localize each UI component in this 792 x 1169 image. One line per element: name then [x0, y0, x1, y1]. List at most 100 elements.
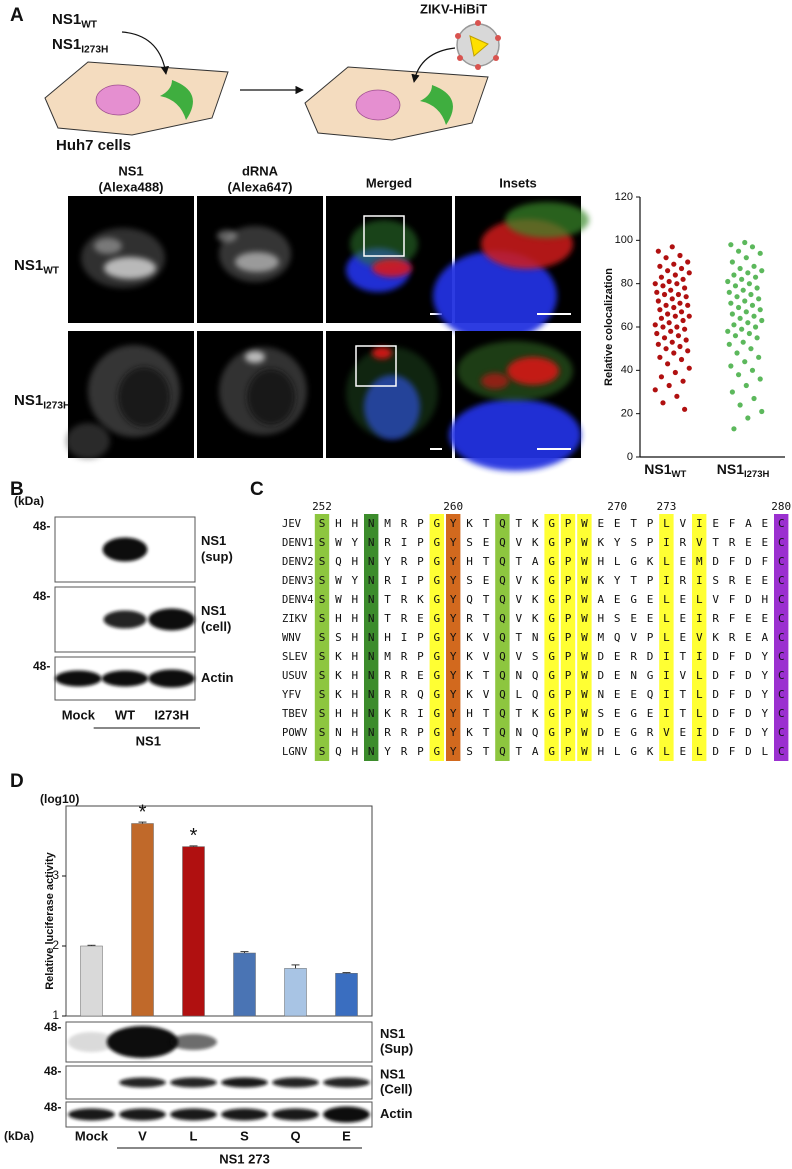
point — [743, 255, 749, 261]
point — [726, 341, 732, 347]
blot-label: Actin — [201, 670, 234, 685]
bar — [335, 973, 358, 1017]
species-label: SLEV — [282, 651, 308, 663]
point — [731, 426, 737, 432]
er-crescent — [420, 85, 453, 125]
blot-label: (sup) — [201, 549, 233, 564]
point — [652, 387, 658, 393]
group-label: NS1 — [136, 733, 161, 748]
blot-label: (cell) — [201, 619, 231, 634]
point — [686, 365, 692, 371]
point — [732, 333, 739, 339]
kda-label: (kDa) — [14, 494, 44, 508]
column-highlight — [364, 514, 379, 761]
sequence: SQHNYRPGYHTQTAGPWHLGKLEMDFDFC — [319, 555, 792, 568]
blot-label: NS1 — [201, 533, 226, 548]
sequence: SWYNRIPGYSEQVKGPWKYTPIRISREEC — [319, 574, 792, 587]
blot-band — [170, 1108, 217, 1121]
point — [739, 276, 745, 282]
point — [759, 268, 765, 274]
species-label: WNV — [282, 632, 302, 644]
blot-frame — [65, 1065, 373, 1100]
lane-label: Q — [290, 1128, 300, 1143]
sequence: SHHNKRIGYHTQTKGPWSEGEITLDFDYC — [319, 707, 792, 720]
point — [677, 300, 683, 306]
point — [678, 265, 685, 272]
lane-label: Mock — [62, 707, 96, 722]
point — [672, 313, 678, 319]
point — [749, 244, 756, 250]
x-tick-label-sub: I273H — [744, 469, 770, 480]
point — [740, 339, 746, 345]
blot-band — [102, 537, 148, 562]
micrograph-signal — [507, 357, 559, 385]
channel-label: NS1 — [118, 163, 143, 178]
column-highlight — [495, 514, 510, 761]
lane-label: E — [342, 1128, 351, 1143]
point — [655, 341, 661, 347]
inset-box — [355, 345, 397, 387]
point — [729, 311, 735, 317]
size-marker: 48- — [33, 589, 50, 603]
point — [754, 285, 760, 291]
point — [665, 361, 671, 367]
point — [751, 313, 757, 319]
point — [655, 298, 661, 304]
row-label: NS1I273H — [14, 392, 70, 411]
point — [678, 309, 685, 315]
point — [658, 315, 665, 321]
blot-label: (Sup) — [380, 1041, 413, 1056]
blot-band — [68, 1032, 115, 1052]
point — [685, 259, 691, 265]
blot-band — [170, 1034, 217, 1050]
point — [686, 270, 692, 276]
blot-label: (Cell) — [380, 1081, 413, 1096]
kda-label: (kDa) — [4, 1129, 34, 1143]
virion-genome — [469, 35, 489, 57]
blot-frame — [65, 1101, 373, 1128]
panel-label: D — [10, 771, 24, 792]
blot-band — [148, 669, 196, 688]
point — [746, 330, 752, 337]
plot-frame — [65, 805, 373, 1017]
panel-label: A — [10, 5, 24, 26]
blot-label: NS1 — [201, 603, 226, 618]
point — [752, 324, 759, 330]
point — [735, 248, 742, 254]
micrograph-signal — [346, 347, 438, 439]
micrograph-signal — [118, 367, 170, 427]
row-label-main: NS1 — [14, 257, 43, 274]
sequence: SKHNMRPGYKVQVSGPWDERDITIDFDYC — [319, 650, 792, 663]
point — [669, 339, 675, 345]
point — [725, 278, 731, 285]
point — [737, 265, 743, 272]
blot-band — [148, 608, 196, 631]
panel-label: C — [250, 479, 264, 500]
micrograph-signal — [372, 347, 392, 359]
point — [743, 382, 749, 389]
blot-band — [119, 1077, 166, 1088]
micrograph-signal — [104, 257, 156, 279]
sequence: SQHNYRPGYSTQTAGPWHLGKLELDFDLC — [319, 745, 792, 758]
blot-band — [119, 1108, 166, 1121]
point — [735, 372, 742, 378]
y-tick-label: 2 — [52, 938, 59, 952]
point — [734, 350, 740, 356]
bar — [80, 945, 103, 1017]
x-tick-label: NS1WT — [644, 461, 686, 480]
blot-label: NS1 — [380, 1066, 405, 1081]
point — [677, 252, 683, 259]
significance-mark: * — [190, 825, 198, 847]
point — [680, 317, 686, 324]
point — [735, 304, 742, 311]
species-label: DENV4 — [282, 594, 314, 606]
size-marker: 48- — [33, 519, 50, 533]
y-tick-label: 60 — [621, 321, 633, 333]
point — [737, 402, 743, 408]
point — [665, 311, 671, 317]
bar — [284, 968, 307, 1017]
transfection-label-main: NS1 — [52, 11, 81, 28]
point — [759, 317, 765, 324]
point — [745, 320, 751, 326]
